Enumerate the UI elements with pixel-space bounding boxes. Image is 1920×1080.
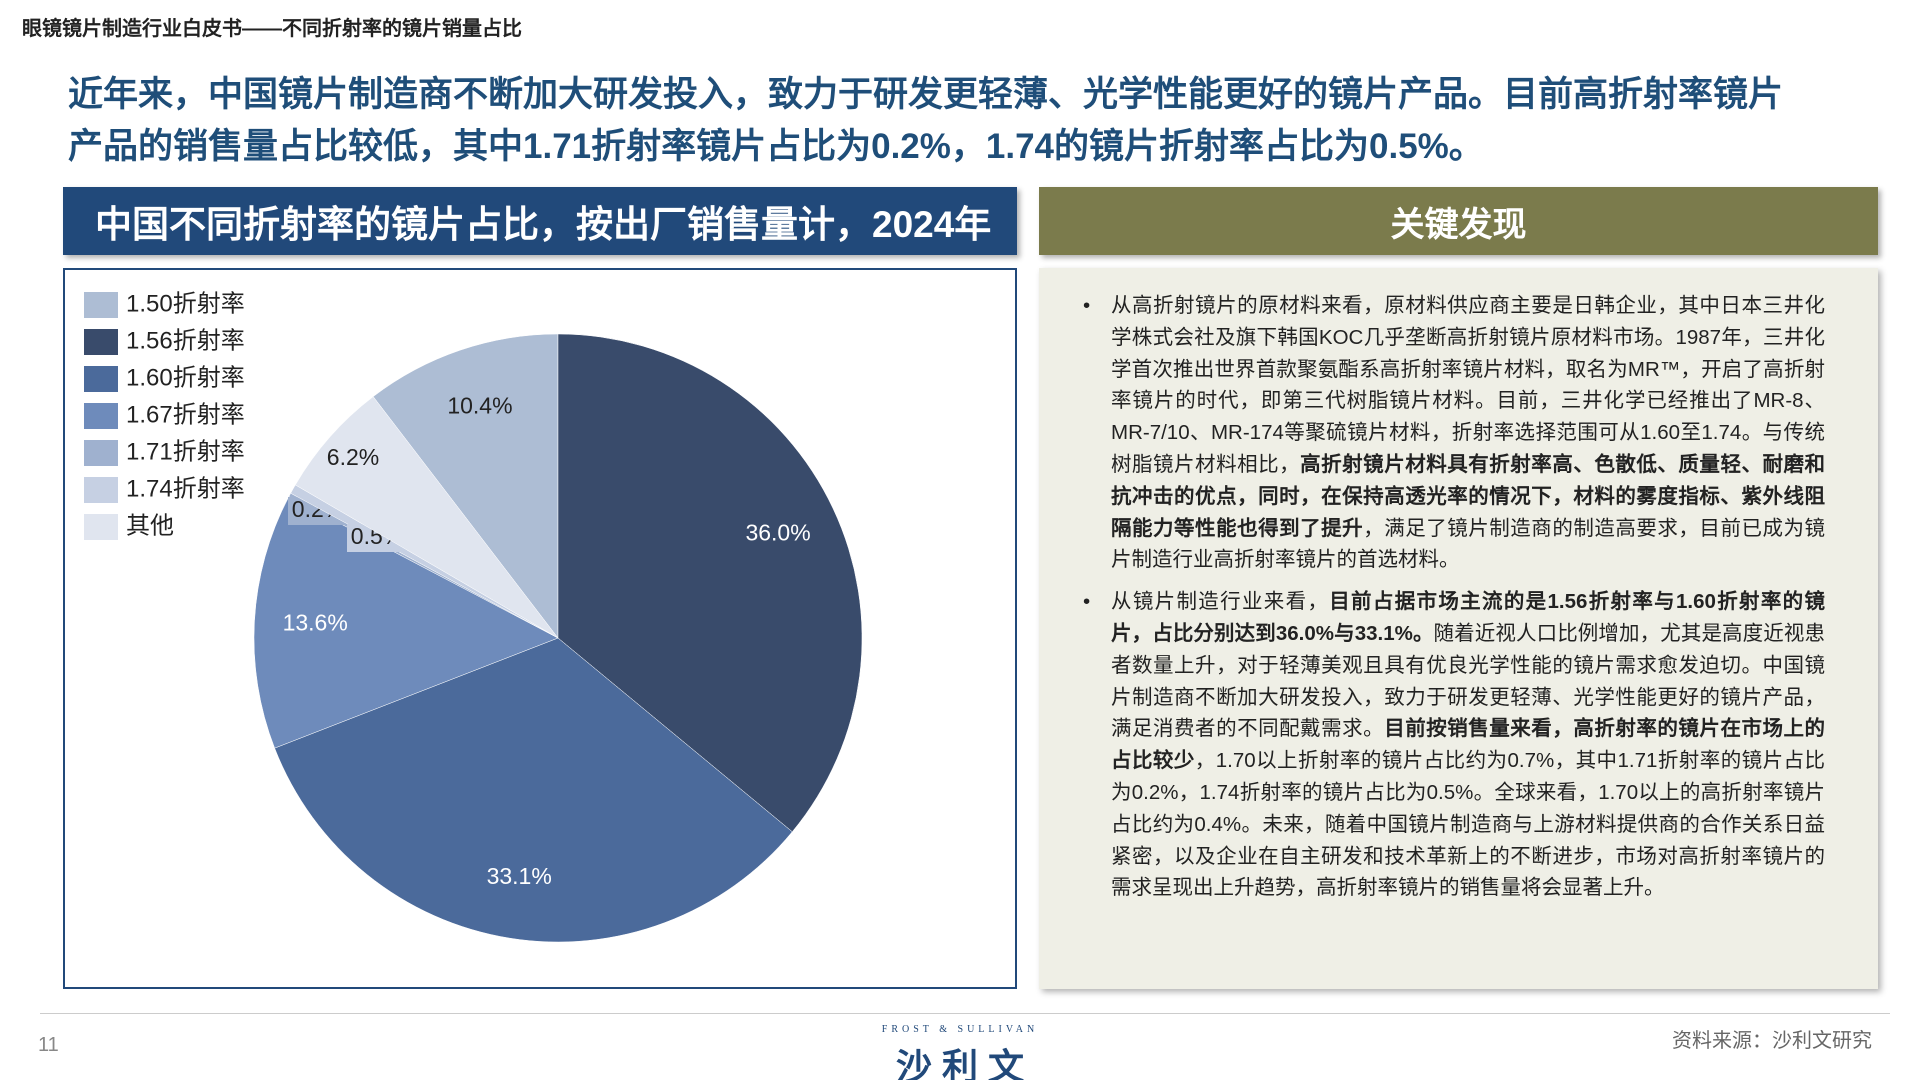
legend-swatch bbox=[84, 329, 118, 355]
header-title: 眼镜镜片制造行业白皮书——不同折射率的镜片销量占比 bbox=[22, 18, 522, 40]
source: 资料来源：沙利文研究 bbox=[1672, 1030, 1872, 1052]
legend-label: 1.67折射率 bbox=[126, 401, 245, 428]
bullet-text: 随着近视人口比例增加，尤其是高度近视患者数量上升，对于轻薄美观且具有优良光学性能… bbox=[1111, 621, 1825, 741]
chart-title: 中国不同折射率的镜片占比，按出厂销售量计，2024年 bbox=[63, 187, 1017, 255]
chart-frame bbox=[63, 268, 1017, 989]
pie-slice bbox=[557, 333, 863, 833]
pie-slice bbox=[372, 333, 559, 639]
legend-label: 1.50折射率 bbox=[126, 290, 245, 317]
logo-cn: 沙 利 文 bbox=[895, 1046, 1024, 1080]
bullet-text: 从高折射镜片的原材料来看，原材料供应商主要是日韩企业，其中日本三井化学株式会社及… bbox=[1111, 294, 1825, 476]
legend-label: 其他 bbox=[126, 512, 174, 539]
legend-label: 1.56折射率 bbox=[126, 327, 245, 354]
legend-swatch bbox=[84, 477, 118, 503]
legend-label: 1.60折射率 bbox=[126, 364, 245, 391]
bullet-text: 从镜片制造行业来看， bbox=[1111, 590, 1330, 614]
data-label: 10.4% bbox=[447, 393, 512, 419]
legend-swatch bbox=[84, 403, 118, 429]
pie-slice bbox=[295, 396, 559, 639]
findings-list: 从高折射镜片的原材料来看，原材料供应商主要是日韩企业，其中日本三井化学株式会社及… bbox=[1083, 290, 1825, 914]
bullet-text: ，1.70以上折射率的镜片占比约为0.7%，其中1.71折射率的镜片占比为0.2… bbox=[1111, 749, 1825, 900]
bullet-text: ，满足了镜片制造商的制造高要求，目前已成为镜片制造行业高折射率镜片的首选材料。 bbox=[1111, 516, 1826, 572]
bullet: 从高折射镜片的原材料来看，原材料供应商主要是日韩企业，其中日本三井化学株式会社及… bbox=[1083, 290, 1825, 576]
findings-title: 关键发现 bbox=[1039, 187, 1878, 255]
data-label: 36.0% bbox=[745, 520, 810, 546]
data-label: 33.1% bbox=[487, 863, 552, 889]
bullet-text: 目前占据市场主流的是1.56折射率与1.60折射率的镜片，占比分别达到36.0%… bbox=[1111, 590, 1825, 645]
logo-en: FROST & SULLIVAN bbox=[881, 1024, 1039, 1035]
pie-slice bbox=[274, 637, 793, 943]
data-label: 6.2% bbox=[327, 444, 379, 470]
headline: 近年来，中国镜片制造商不断加大研发投入，致力于研发更轻薄、光学性能更好的镜片产品… bbox=[68, 75, 1784, 114]
pie-slice bbox=[253, 496, 559, 749]
bullet-text: 目前按销售量来看，高折射率的镜片在市场上的占比较少 bbox=[1111, 717, 1826, 773]
bullet: 从镜片制造行业来看，目前占据市场主流的是1.56折射率与1.60折射率的镜片，占… bbox=[1083, 586, 1825, 904]
legend-swatch bbox=[84, 292, 118, 318]
legend-label: 1.71折射率 bbox=[126, 438, 245, 465]
legend-swatch bbox=[84, 514, 118, 540]
legend-swatch bbox=[84, 366, 118, 392]
legend-swatch bbox=[84, 440, 118, 466]
footer-rule bbox=[40, 1013, 1890, 1014]
headline: 产品的销售量占比较低，其中1.71折射率镜片占比为0.2%，1.74的镜片折射率… bbox=[68, 127, 1484, 166]
page-number: 11 bbox=[38, 1034, 59, 1056]
legend-label: 1.74折射率 bbox=[126, 475, 245, 502]
bullet-text: 高折射镜片材料具有折射率高、色散低、质量轻、耐磨和抗冲击的优点，同时，在保持高透… bbox=[1111, 452, 1826, 540]
data-label: 13.6% bbox=[283, 609, 348, 635]
